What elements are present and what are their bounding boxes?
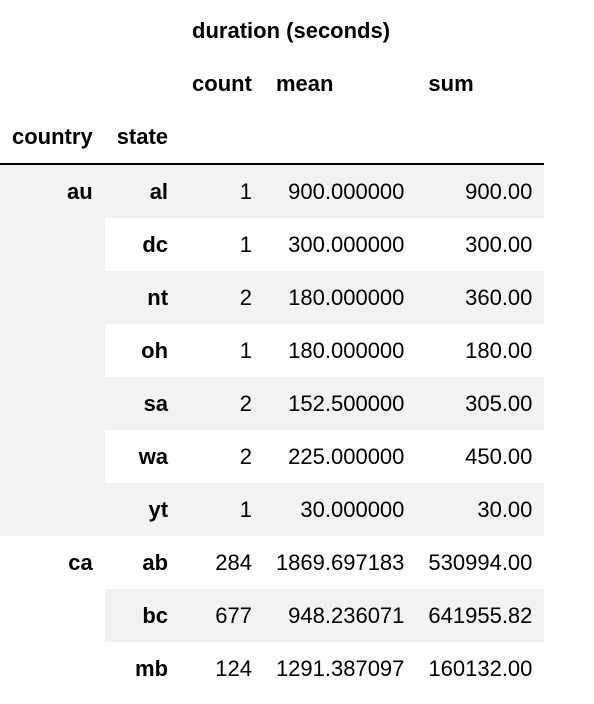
cell-mean: 948.236071 [263,589,417,642]
cell-count: 2 [180,377,264,430]
cell-mean: 180.000000 [263,271,417,324]
cell-sum: 305.00 [416,377,545,430]
table-row: mb 124 1291.387097 160132.00 [0,642,544,695]
cell-mean: 30.000000 [263,483,417,536]
table-row: au al 1 900.000000 900.00 [0,164,545,536]
row-index-state: ab [104,536,181,589]
cell-count: 1 [239,338,252,363]
table-row: oh 1 180.000000 180.00 [0,324,544,377]
group-column-header: duration (seconds) [192,18,391,43]
row-index-state: sa [104,377,181,430]
cell-sum: 530994.00 [428,550,533,575]
header-row-columns: count mean sum [0,57,544,110]
index-name-state: state [104,110,181,165]
cell-sum: 641955.82 [416,589,545,642]
header-row-index-names: country state [0,110,545,165]
table-row: nt 2 180.000000 360.00 [0,271,545,324]
cell-mean: 225.000000 [288,444,405,469]
table-header: duration (seconds) count mean sum countr… [0,4,545,165]
row-index-state: wa [104,430,181,483]
cell-sum: 360.00 [416,271,545,324]
cell-sum: 180.00 [465,338,533,363]
cell-count: 1 [239,232,252,257]
cell-count: 2 [239,444,252,469]
table-row: ca ab 284 1869.697183 530994.00 [0,536,544,695]
header-row-group: duration (seconds) [0,4,544,57]
cell-count: 124 [215,656,252,681]
table-row: wa 2 225.000000 450.00 [0,430,544,483]
table-row: sa 2 152.500000 305.00 [0,377,545,430]
column-header-mean: mean [275,71,334,96]
row-index-country: au [0,164,105,536]
table-body: au al 1 900.000000 900.00 dc 1 300.000000 300.00… [0,164,545,695]
cell-mean: 1291.387097 [275,656,405,681]
cell-count: 284 [215,550,252,575]
row-index-state: bc [104,589,181,642]
cell-mean: 300.000000 [288,232,405,257]
cell-count: 1 [180,164,264,218]
cell-sum: 450.00 [465,444,533,469]
row-index-state: dc [104,218,181,271]
cell-sum: 30.00 [416,483,545,536]
column-header-count: count [192,71,252,96]
row-index-state: mb [104,642,181,695]
row-index-state: al [104,164,181,218]
cell-count: 2 [180,271,264,324]
cell-mean: 900.000000 [263,164,417,218]
cell-count: 1 [180,483,264,536]
cell-sum: 300.00 [465,232,533,257]
cell-mean: 152.500000 [263,377,417,430]
table-row: dc 1 300.000000 300.00 [0,218,544,271]
cell-mean: 180.000000 [288,338,405,363]
cell-count: 677 [180,589,264,642]
row-index-state: oh [104,324,181,377]
index-name-country: country [0,110,105,165]
row-index-country: ca [0,536,105,695]
cell-sum: 900.00 [416,164,545,218]
row-index-state: nt [104,271,181,324]
cell-mean: 1869.697183 [275,550,405,575]
table-row: bc 677 948.236071 641955.82 [0,589,545,642]
column-header-sum: sum [428,71,474,96]
table-row: yt 1 30.000000 30.00 [0,483,545,536]
row-index-state: yt [104,483,181,536]
cell-sum: 160132.00 [428,656,533,681]
grouped-stats-table: duration (seconds) count mean sum countr… [0,4,545,695]
